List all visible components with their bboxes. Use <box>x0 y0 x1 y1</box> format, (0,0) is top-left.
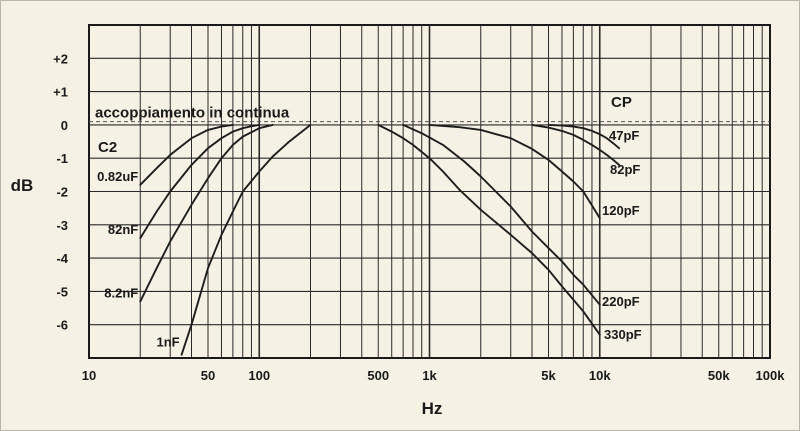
x-tick-label: 5k <box>541 368 556 383</box>
series-line <box>139 123 274 303</box>
y-tick-label: +2 <box>53 51 68 66</box>
series-label: 82pF <box>610 162 640 177</box>
y-axis-title: dB <box>11 176 34 195</box>
x-tick-label: 500 <box>367 368 389 383</box>
series-label: 120pF <box>602 203 640 218</box>
series-label: 47pF <box>609 128 639 143</box>
series-label: 1nF <box>157 335 180 350</box>
series-label: 8.2nF <box>104 285 138 300</box>
series-label: 330pF <box>604 327 642 342</box>
series-line <box>139 123 234 186</box>
y-tick-label: -1 <box>56 151 68 166</box>
series-line <box>428 123 601 220</box>
series-label: 0.82uF <box>97 169 138 184</box>
x-tick-label: 10 <box>82 368 96 383</box>
reference-line-label: accoppiamento in continua <box>95 105 290 122</box>
x-tick-label: 100 <box>248 368 270 383</box>
series-line <box>377 123 601 336</box>
series-line <box>180 123 312 356</box>
series-line <box>139 123 261 240</box>
grid <box>88 24 771 359</box>
y-tick-label: -6 <box>56 318 68 333</box>
series-line <box>547 123 621 150</box>
x-tick-label: 50k <box>708 368 730 383</box>
x-tick-label: 10k <box>589 368 611 383</box>
label-layer: accoppiamento in continua 10 50 100 500 1k 5k 1… <box>11 51 786 418</box>
series-layer <box>139 123 621 356</box>
x-tick-label: 1k <box>422 368 437 383</box>
series-label: 220pF <box>602 294 640 309</box>
group-label: C2 <box>98 139 117 156</box>
group-label: CP <box>611 94 632 111</box>
series-line <box>531 123 621 166</box>
x-tick-label: 50 <box>201 368 215 383</box>
x-tick-label: 100k <box>756 368 786 383</box>
y-tick-label: -3 <box>56 218 68 233</box>
y-tick-label: -2 <box>56 185 68 200</box>
y-tick-label: -5 <box>56 284 68 299</box>
series-label: 82nF <box>108 222 138 237</box>
y-tick-label: -4 <box>56 251 68 266</box>
series-line <box>402 123 601 306</box>
x-axis-title: Hz <box>422 399 443 418</box>
y-tick-label: 0 <box>61 118 68 133</box>
y-tick-label: +1 <box>53 85 68 100</box>
